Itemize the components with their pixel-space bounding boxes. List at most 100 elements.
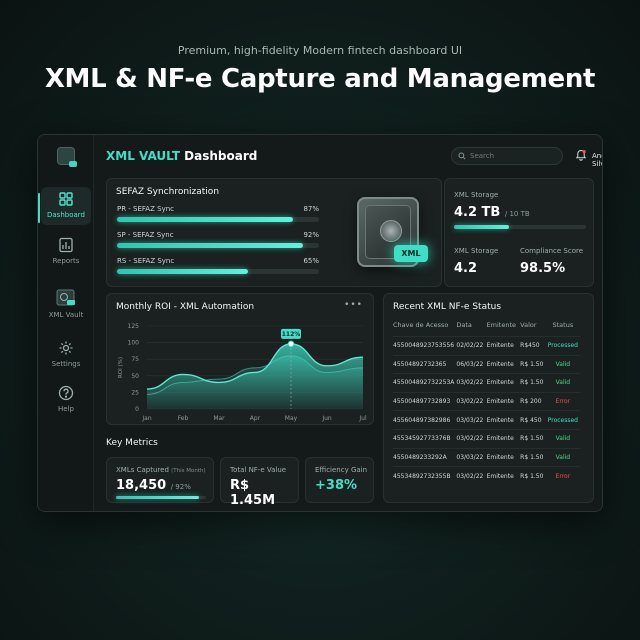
y-tick-label: 100 — [128, 340, 140, 347]
sidebar-item-dashboard[interactable]: Dashboard — [38, 187, 91, 225]
series-area-1 — [147, 343, 363, 409]
cell-data: 03/02/22 — [456, 428, 487, 449]
sync-progress-fill — [117, 243, 303, 248]
compliance-label: Compliance Score — [520, 247, 584, 255]
cell-data: 03/02/22 — [456, 373, 487, 393]
more-options-icon[interactable]: ••• — [344, 300, 363, 310]
col-emitente[interactable]: Emitente — [486, 321, 517, 329]
nfe-status-card: Recent XML NF-e Status Chave de Acesso D… — [383, 293, 594, 503]
cell-emitente: Emitente — [486, 336, 521, 356]
bar-chart-icon — [59, 237, 73, 253]
top-bar: XML VAULT Dashboard André Silva — [94, 135, 602, 177]
grid-icon — [59, 192, 73, 206]
metric-label: XMLs Captured (This Month) — [116, 466, 206, 474]
cell-emitente: Emitente — [486, 410, 521, 430]
table-fade — [385, 479, 592, 501]
table-row[interactable]: 45504892732365 06/03/22 Emitente R$ 1.50 Val… — [393, 354, 580, 374]
col-valor[interactable]: Valor — [520, 321, 537, 329]
col-chave[interactable]: Chave de Acesso — [393, 321, 449, 329]
cell-emitente: Emitente — [486, 373, 521, 393]
storage-label: XML Storage — [454, 191, 499, 199]
sync-percent: 92% — [303, 231, 319, 239]
col-data[interactable]: Data — [456, 321, 472, 329]
sync-progress-bar — [117, 269, 319, 274]
metric-total-nfe-value[interactable]: Total NF-e Value R$ 1.45M — [220, 457, 299, 508]
y-tick-label: 25 — [131, 389, 139, 396]
cell-data: 06/03/22 — [456, 354, 487, 374]
cell-chave: 45500489237535​56 — [393, 336, 457, 356]
sidebar-item-help[interactable]: Help — [41, 381, 91, 417]
metric-progress-bar — [116, 496, 206, 499]
x-tick-label: Jan — [141, 415, 151, 422]
metric-label: Efficiency Gain — [315, 466, 368, 474]
metric-value: +38% — [315, 478, 358, 493]
y-tick-label: 75 — [131, 356, 139, 363]
metric-label: Total NF-e Value — [230, 466, 287, 474]
cell-chave: 45534592773376B — [393, 428, 457, 449]
sidebar-item-reports[interactable]: Reports — [41, 233, 91, 269]
x-tick-label: May — [285, 415, 298, 422]
annotation-badge — [281, 328, 301, 339]
y-tick-label: 125 — [128, 323, 140, 330]
metric-value: R$ 1.45M — [230, 478, 276, 508]
storage-progress-bar — [454, 225, 586, 229]
storage-card: XML Storage 4.2 TB / 10 TB XML Storage 4… — [444, 178, 594, 287]
metric-efficiency-gain[interactable]: Efficiency Gain +38% — [305, 457, 374, 503]
cell-chave: 455004892732253A — [393, 373, 457, 393]
storage-value-2: 4.2 — [454, 261, 478, 276]
dashboard-title: XML VAULT Dashboard — [106, 149, 258, 163]
x-tick-label: Jul — [358, 415, 367, 422]
status-title: Recent XML NF-e Status — [393, 302, 502, 312]
table-row[interactable]: 455004892732253A 03/02/22 Emitente R$ 1.50 V… — [393, 373, 580, 393]
cell-status: Valid — [547, 373, 580, 393]
sidebar-item-label: Dashboard — [47, 211, 85, 219]
col-status[interactable]: Status — [552, 321, 574, 329]
sidebar: Dashboard Reports XML Vault Settings Hel… — [38, 135, 94, 511]
nfe-status-table: Chave de Acesso Data Emitente Valor Stat… — [393, 321, 580, 486]
table-row[interactable]: 455604897382986 03/03/22 Emitente R$ 450 Pro… — [393, 410, 580, 430]
cell-status: Error — [547, 391, 580, 411]
search-box[interactable] — [451, 147, 563, 165]
x-tick-label: Feb — [178, 415, 189, 422]
search-input[interactable] — [470, 152, 560, 160]
safe-dial-icon — [380, 220, 402, 242]
storage-value: 4.2 TB / 10 TB — [454, 205, 530, 220]
cell-status: Valid — [547, 428, 580, 449]
dashboard-window: Dashboard Reports XML Vault Settings Hel… — [37, 134, 603, 512]
sync-progress-bar — [117, 243, 319, 248]
cell-valor: R$ 1.50 — [520, 373, 548, 393]
table-row[interactable]: 455004897732893 03/02/22 Emitente R$ 200 Err… — [393, 391, 580, 411]
table-row[interactable]: 45534592773376B 03/02/22 Emitente R$ 1.50 Va… — [393, 428, 580, 449]
cell-valor: R$ 1.50 — [520, 428, 548, 449]
table-row[interactable]: 4550489233292A 03/03/22 Emitente R$ 1.50 Val… — [393, 447, 580, 467]
sidebar-item-label: Help — [58, 405, 74, 413]
hero-title: XML & NF-e Capture and Management — [44, 64, 596, 94]
metric-xmls-captured[interactable]: XMLs Captured (This Month) 18,450 / 92% — [106, 457, 214, 503]
cell-emitente: Emitente — [486, 447, 521, 467]
bell-icon[interactable] — [575, 149, 587, 161]
sync-percent: 65% — [303, 257, 319, 265]
gear-icon — [59, 341, 73, 355]
annotation-point — [287, 340, 295, 348]
cell-valor: R$ 1.50 — [520, 354, 548, 374]
sidebar-item-label: Reports — [52, 257, 80, 265]
cell-valor: R$450 — [520, 336, 548, 356]
user-name: André Silva — [592, 152, 602, 168]
search-icon — [458, 152, 466, 160]
y-tick-label: 50 — [131, 373, 139, 380]
safe-illustration — [357, 197, 419, 267]
table-row[interactable]: 45500489237535​56 02/02/22 Emitente R$450 Pr… — [393, 336, 580, 356]
cell-emitente: Emitente — [486, 391, 521, 411]
sidebar-item-settings[interactable]: Settings — [41, 336, 91, 372]
xml-badge: XML — [394, 245, 428, 262]
roi-chart-card: Monthly ROI - XML Automation ••• 0 25 50 75… — [106, 293, 374, 425]
cell-status: Processed — [547, 410, 580, 430]
cell-chave: 4550489233292A — [393, 447, 457, 467]
cell-chave: 45504892732365 — [393, 354, 457, 374]
sync-progress-fill — [117, 269, 249, 274]
sidebar-item-xml-vault[interactable]: XML Vault — [41, 285, 91, 325]
x-tick-label: Jun — [321, 415, 332, 422]
sync-percent: 87% — [303, 205, 319, 213]
y-tick-label: 0 — [135, 406, 139, 413]
question-icon — [58, 385, 74, 401]
